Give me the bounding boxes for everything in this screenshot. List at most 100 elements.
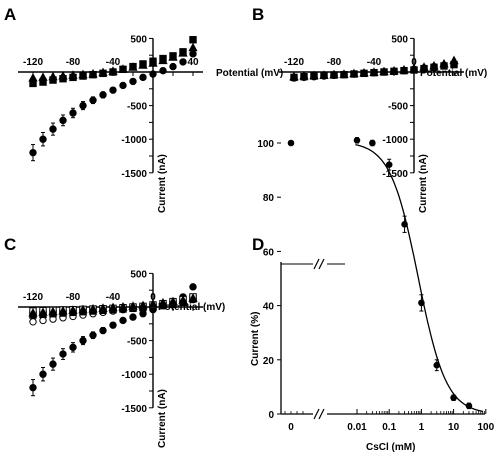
data-point (118, 301, 128, 311)
y-tick-label: 500 (130, 269, 147, 280)
data-point (79, 101, 87, 110)
data-point (49, 125, 57, 133)
axis-break (313, 258, 320, 270)
data-point (349, 68, 359, 78)
x-tick-label: 0 (150, 292, 156, 303)
x-tick-label: 0 (288, 422, 294, 433)
data-point (79, 336, 87, 345)
panel-b: B -120 -80 -40 0 500 -500 -1000 -1500 Potential… (252, 5, 487, 213)
panel-d-ylabel: Current (%) (250, 312, 261, 366)
data-point (178, 295, 188, 304)
data-point (168, 296, 178, 306)
data-point (108, 66, 118, 75)
y-tick-label: 80 (263, 193, 275, 204)
data-point (289, 71, 299, 81)
panel-b-ylabel: Current (nA) (418, 154, 429, 213)
data-point (48, 306, 58, 316)
y-tick-label: 100 (257, 139, 274, 150)
panel-c-label: C (4, 235, 16, 254)
data-point (329, 69, 339, 79)
y-tick-label: -1500 (121, 404, 147, 415)
data-point (119, 81, 127, 90)
series-1 (29, 50, 197, 162)
y-tick-label: -500 (127, 102, 147, 113)
data-point (78, 69, 88, 79)
y-tick-label: -1000 (121, 135, 147, 146)
data-point (188, 293, 198, 302)
y-tick-label: -500 (127, 337, 147, 348)
x-tick-label: 1 (419, 422, 425, 433)
control-point (287, 139, 295, 147)
data-point (369, 67, 379, 76)
data-point (179, 58, 187, 66)
data-point (339, 69, 349, 78)
panel-a-tick-labels: -120 -80 -40 40 500 -500 -1000 -1500 (23, 34, 199, 179)
data-point (129, 77, 137, 86)
panel-a-label: A (4, 5, 16, 24)
data-point (158, 55, 168, 65)
data-point (429, 60, 439, 70)
data-point (353, 136, 361, 144)
data-point (29, 318, 37, 326)
data-point (108, 302, 118, 312)
panel-a-ylabel: Current (nA) (157, 154, 168, 213)
y-tick-label: 0 (268, 410, 274, 421)
data-point (38, 307, 48, 316)
data-point (138, 60, 148, 69)
data-point (399, 64, 409, 74)
data-point (149, 70, 157, 78)
data-point (158, 297, 168, 307)
data-point (129, 313, 137, 321)
x-tick-label: -80 (66, 57, 81, 68)
panel-b-xlabel: Potential (mV) (420, 68, 487, 79)
panel-d-tick-labels: 0 20 40 60 80 100 0 0.01 0.1 1 10 100 (257, 139, 494, 433)
x-tick-label: -40 (367, 57, 382, 68)
x-tick-label: -120 (284, 57, 304, 68)
panel-d-marks (287, 136, 483, 412)
data-point (68, 305, 78, 314)
y-tick-label: 500 (391, 34, 408, 45)
data-point (49, 360, 57, 368)
data-point (99, 91, 107, 99)
data-point (99, 326, 107, 335)
data-point (169, 62, 177, 71)
data-point (148, 299, 158, 308)
data-point (319, 70, 329, 79)
fit-curve (355, 143, 483, 412)
data-point (29, 383, 37, 392)
data-point (69, 343, 77, 352)
data-point (118, 64, 128, 73)
data-point (89, 331, 97, 339)
panel-b-marks (289, 55, 459, 82)
y-tick-label: -1000 (382, 135, 408, 146)
data-point (465, 402, 473, 410)
y-tick-label: -500 (388, 102, 408, 113)
data-point (189, 283, 197, 291)
data-point (385, 161, 393, 168)
panel-d-axes (277, 142, 487, 420)
data-point (59, 350, 67, 358)
data-point (98, 67, 108, 77)
data-point (188, 42, 198, 52)
data-point (401, 221, 408, 228)
data-point (189, 50, 197, 58)
data-point (39, 370, 47, 378)
data-point (109, 86, 117, 94)
series-3 (28, 42, 198, 82)
data-point (58, 70, 68, 80)
axis-break (313, 408, 320, 420)
x-tick-label: 40 (187, 57, 199, 68)
data-point (159, 66, 167, 75)
x-tick-label: 0 (411, 57, 417, 68)
axis-break (318, 258, 325, 270)
data-point (168, 52, 178, 61)
data-point (38, 72, 48, 81)
data-point (78, 304, 88, 314)
x-tick-label: -80 (66, 292, 81, 303)
data-point (419, 62, 429, 71)
data-point (189, 36, 197, 44)
y-tick-label: 60 (263, 247, 275, 258)
data-point (39, 316, 47, 325)
y-tick-label: -1500 (382, 169, 408, 180)
